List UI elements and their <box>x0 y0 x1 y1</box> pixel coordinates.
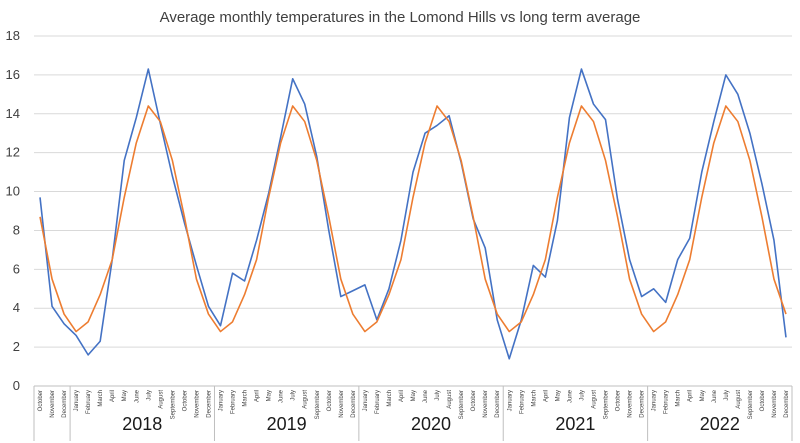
x-tick-label: November <box>194 390 200 418</box>
year-label: 2020 <box>411 414 451 434</box>
x-tick-label: October <box>616 390 622 411</box>
y-tick-label: 10 <box>6 184 20 199</box>
x-tick-label: June <box>567 389 573 403</box>
x-tick-label: January <box>652 390 658 411</box>
x-tick-label: October <box>471 390 477 411</box>
x-tick-label: October <box>327 390 333 411</box>
x-tick-label: September <box>748 390 754 419</box>
x-tick-label: May <box>267 390 273 401</box>
x-tick-label: July <box>435 390 441 401</box>
series-lines <box>39 68 787 360</box>
y-tick-label: 2 <box>13 339 20 354</box>
x-tick-label: July <box>291 390 297 401</box>
x-axis-labels: October November December January February Ma… <box>38 389 790 434</box>
year-label: 2019 <box>267 414 307 434</box>
x-tick-label: March <box>98 390 104 407</box>
x-tick-label: July <box>579 390 585 401</box>
y-tick-label: 4 <box>13 300 20 315</box>
x-tick-label: June <box>423 389 429 403</box>
y-tick-label: 18 <box>6 28 20 43</box>
x-tick-label: October <box>38 390 44 411</box>
x-tick-label: March <box>676 390 682 407</box>
x-tick-label: July <box>724 390 730 401</box>
x-tick-label: September <box>459 390 465 419</box>
x-tick-label: June <box>279 389 285 403</box>
y-tick-label: 0 <box>13 378 20 393</box>
x-tick-label: May <box>122 390 128 401</box>
x-tick-label: September <box>315 390 321 419</box>
x-tick-label: December <box>784 390 790 418</box>
x-tick-label: November <box>50 390 56 418</box>
x-tick-label: August <box>158 390 164 409</box>
y-tick-label: 12 <box>6 145 20 160</box>
x-tick-label: September <box>604 390 610 419</box>
x-tick-label: December <box>351 390 357 418</box>
x-tick-label: June <box>712 389 718 403</box>
axes: 0 2 4 6 8 10 12 14 16 18 <box>6 28 793 441</box>
y-tick-label: 6 <box>13 261 20 276</box>
y-tick-label: 16 <box>6 67 20 82</box>
x-tick-label: January <box>507 390 513 411</box>
x-tick-label: August <box>736 390 742 409</box>
x-tick-label: August <box>591 390 597 409</box>
series-line-1 <box>39 68 787 360</box>
x-tick-label: May <box>700 390 706 401</box>
x-tick-label: February <box>375 390 381 414</box>
x-tick-label: April <box>255 390 261 402</box>
x-tick-label: March <box>243 390 249 407</box>
x-tick-label: February <box>664 390 670 414</box>
x-tick-label: April <box>688 390 694 402</box>
x-tick-label: May <box>555 390 561 401</box>
x-tick-label: January <box>363 390 369 411</box>
x-tick-label: August <box>303 390 309 409</box>
y-tick-label: 8 <box>13 222 20 237</box>
x-tick-label: December <box>206 390 212 418</box>
x-tick-label: January <box>218 390 224 411</box>
year-label: 2021 <box>555 414 595 434</box>
x-tick-label: April <box>543 390 549 402</box>
x-tick-label: June <box>134 389 140 403</box>
x-tick-label: April <box>399 390 405 402</box>
x-tick-label: October <box>182 390 188 411</box>
x-tick-label: November <box>628 390 634 418</box>
x-tick-label: December <box>495 390 501 418</box>
x-tick-label: October <box>760 390 766 411</box>
year-label: 2022 <box>700 414 740 434</box>
x-tick-label: December <box>640 390 646 418</box>
x-tick-label: February <box>231 390 237 414</box>
x-tick-label: September <box>170 390 176 419</box>
gridlines <box>34 35 792 387</box>
x-tick-label: July <box>146 390 152 401</box>
y-tick-label: 14 <box>6 106 20 121</box>
x-tick-label: May <box>411 390 417 401</box>
year-label: 2018 <box>122 414 162 434</box>
x-tick-label: March <box>531 390 537 407</box>
x-tick-label: November <box>339 390 345 418</box>
x-tick-label: August <box>447 390 453 409</box>
x-tick-label: November <box>772 390 778 418</box>
x-tick-label: January <box>74 390 80 411</box>
x-tick-label: February <box>519 390 525 414</box>
x-tick-label: March <box>387 390 393 407</box>
chart-title: Average monthly temperatures in the Lomo… <box>160 9 641 26</box>
x-tick-label: December <box>62 390 68 418</box>
series-line-2 <box>39 105 787 333</box>
x-tick-label: November <box>483 390 489 418</box>
x-tick-label: April <box>110 390 116 402</box>
x-tick-label: February <box>86 390 92 414</box>
